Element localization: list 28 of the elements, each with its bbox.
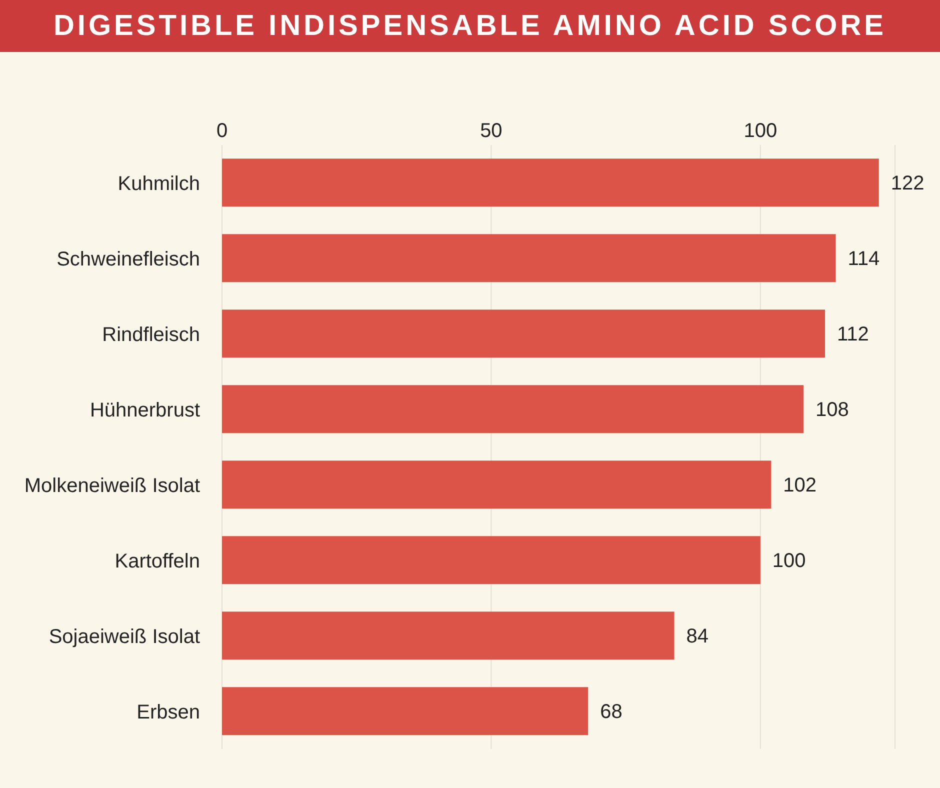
data-label: 102 xyxy=(783,474,817,497)
bar xyxy=(222,158,879,207)
bar xyxy=(222,687,588,736)
bar xyxy=(222,460,772,509)
data-label: 114 xyxy=(848,248,880,270)
bar xyxy=(222,385,804,434)
data-label: 112 xyxy=(837,324,869,346)
bar xyxy=(222,536,760,584)
x-tick-label: 50 xyxy=(480,120,502,142)
data-label: 100 xyxy=(772,550,806,572)
bar xyxy=(222,310,826,358)
y-tick-label: Erbsen xyxy=(136,701,200,724)
y-tick-label: Hühnerbrust xyxy=(90,399,200,422)
y-tick-label: Molkeneiweiß Isolat xyxy=(24,474,200,497)
bar xyxy=(222,612,674,660)
y-tick-label: Kuhmilch xyxy=(118,172,200,195)
chart-title: DIGESTIBLE INDISPENSABLE AMINO ACID SCORE xyxy=(0,0,940,52)
data-label: 108 xyxy=(815,399,849,422)
y-tick-label: Kartoffeln xyxy=(114,550,200,572)
y-tick-label: Schweinefleisch xyxy=(56,248,200,270)
x-tick-label: 100 xyxy=(744,120,778,142)
data-label: 122 xyxy=(890,172,924,195)
x-tick-label: 0 xyxy=(216,120,228,142)
y-tick-label: Rindfleisch xyxy=(102,324,200,346)
y-tick-label: Sojaeiweiß Isolat xyxy=(48,626,200,648)
data-label: 68 xyxy=(600,701,622,724)
data-label: 84 xyxy=(686,626,709,648)
bar xyxy=(222,234,836,282)
